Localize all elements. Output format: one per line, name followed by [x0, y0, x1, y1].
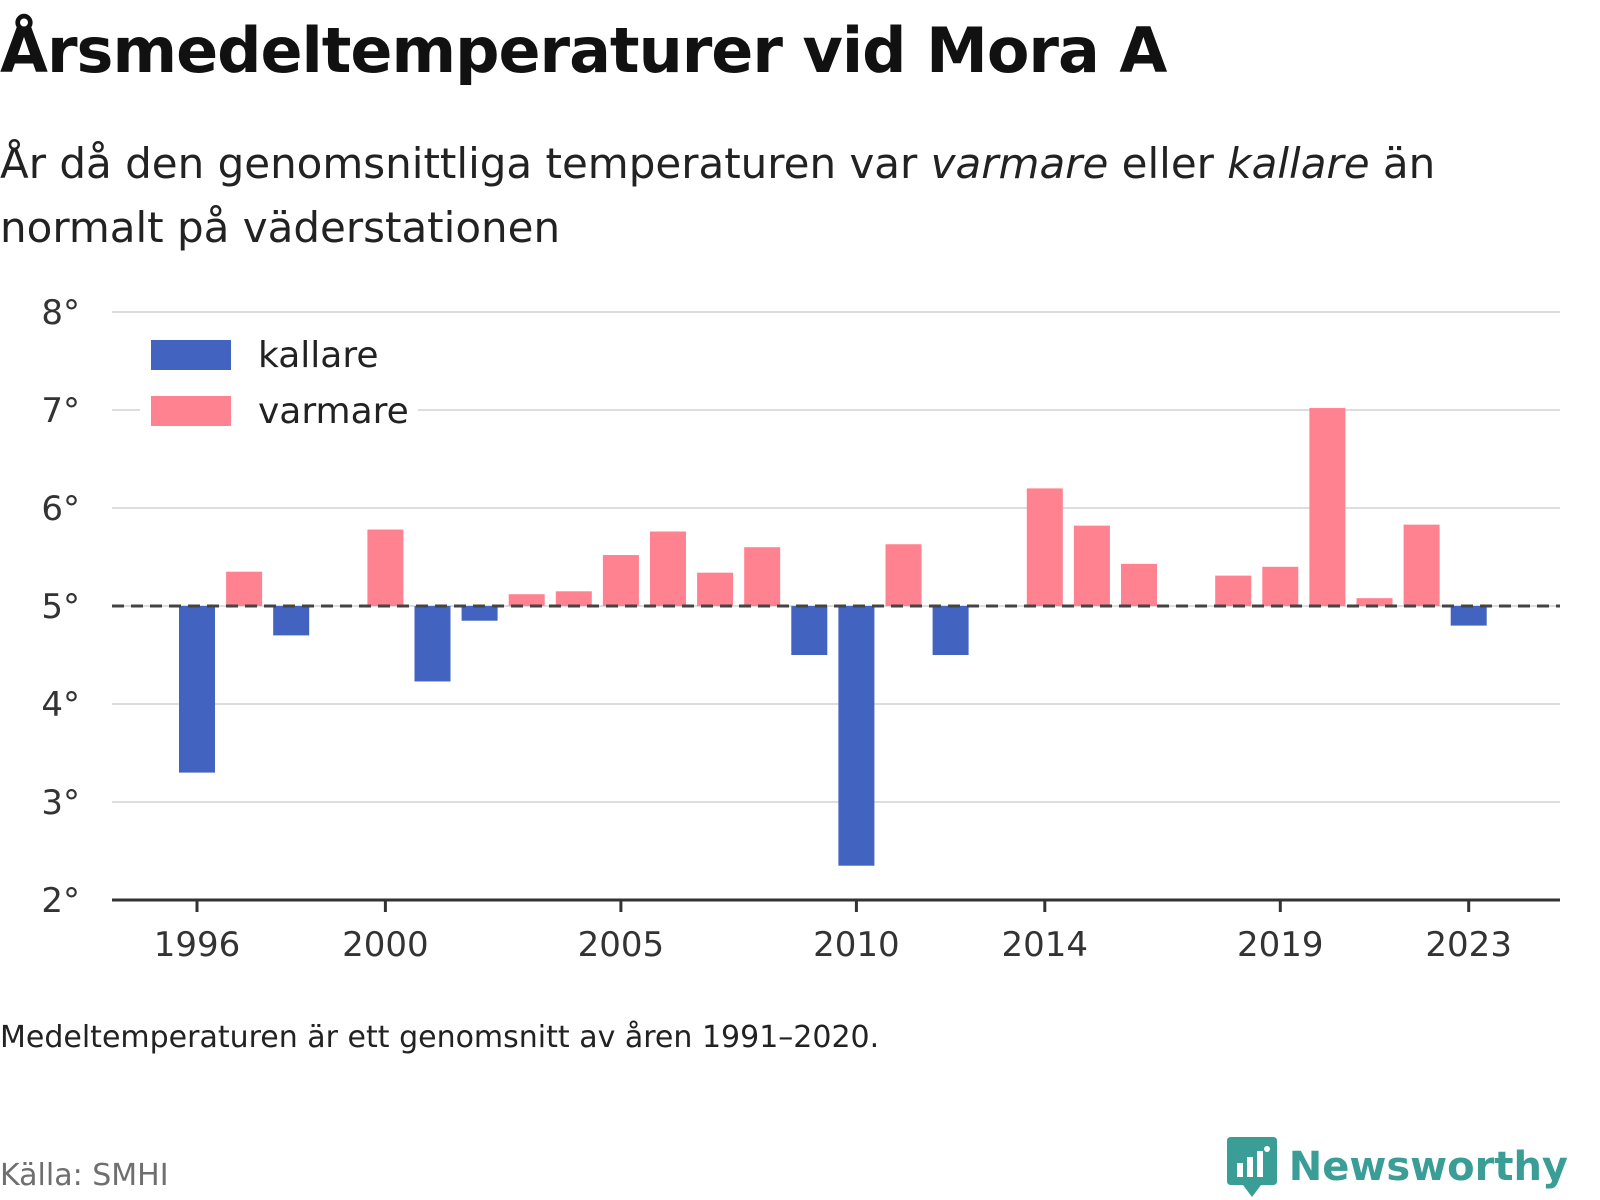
newsworthy-logo: Newsworthy: [1226, 1137, 1568, 1197]
footnote: Medeltemperaturen är ett genomsnitt av å…: [0, 1020, 880, 1055]
x-tick-label: 2005: [578, 925, 665, 965]
newsworthy-logo-text: Newsworthy: [1288, 1144, 1568, 1190]
bar-2005: [602, 555, 639, 606]
bar-2022: [1403, 524, 1440, 606]
bar-2018: [1215, 575, 1252, 606]
y-tick-label: 6°: [41, 489, 80, 529]
bar-1998: [273, 606, 310, 636]
bar-2023: [1450, 606, 1487, 626]
newsworthy-logo-icon: [1226, 1137, 1277, 1197]
y-tick-label: 7°: [41, 391, 80, 431]
bar-2016: [1121, 563, 1157, 606]
subtitle-cold-word: kallare: [1227, 139, 1370, 188]
y-tick-label: 5°: [41, 587, 80, 627]
x-tick-label: 1996: [154, 925, 241, 965]
bar-2019: [1262, 566, 1299, 606]
y-tick-label: 8°: [41, 293, 80, 333]
subtitle-text: År då den genomsnittliga temperaturen va…: [0, 139, 931, 188]
bar-2001: [414, 606, 451, 682]
bar-2000: [367, 529, 404, 606]
y-tick-label: 3°: [41, 783, 80, 823]
bar-2003: [508, 594, 545, 606]
x-tick-label: 2010: [813, 925, 900, 965]
bar-1996: [179, 606, 215, 773]
bar-2006: [650, 531, 686, 606]
bar-2008: [744, 547, 781, 606]
x-tick-label: 2023: [1425, 925, 1512, 965]
legend-swatch-varmare: [151, 396, 231, 426]
legend-label-kallare: kallare: [258, 335, 379, 376]
x-tick-label: 2000: [342, 925, 429, 965]
bar-2021: [1356, 598, 1393, 606]
bar-2009: [791, 606, 828, 655]
source-credit: Källa: SMHI: [0, 1158, 169, 1193]
x-tick-label: 2019: [1237, 925, 1324, 965]
subtitle-text: eller: [1108, 139, 1228, 188]
chart-title: Årsmedeltemperaturer vid Mora A: [0, 14, 1167, 87]
x-tick-label: 2014: [1002, 925, 1089, 965]
temperature-bar-chart: 2° 3° 4° 5° 6° 7° 8° kallare varmare 1996 2000 2005…: [41, 293, 1560, 965]
bar-2020: [1309, 408, 1346, 606]
bar-2014: [1026, 488, 1063, 606]
subtitle-warm-word: varmare: [930, 139, 1109, 188]
bar-2015: [1073, 525, 1110, 606]
bar-2007: [697, 572, 734, 606]
bar-2004: [555, 591, 592, 606]
bar-2002: [461, 606, 498, 621]
y-tick-label: 2°: [41, 881, 80, 921]
subtitle-text: än normalt på väderstationen: [0, 139, 1436, 252]
legend-swatch-kallare: [151, 340, 231, 370]
bar-2010: [838, 606, 875, 866]
bar-1997: [226, 571, 263, 606]
chart-subtitle: År då den genomsnittliga temperaturen va…: [0, 132, 1540, 260]
legend-label-varmare: varmare: [258, 391, 409, 432]
y-tick-label: 4°: [41, 685, 80, 725]
bar-2012: [932, 606, 969, 655]
bar-2011: [885, 544, 922, 606]
